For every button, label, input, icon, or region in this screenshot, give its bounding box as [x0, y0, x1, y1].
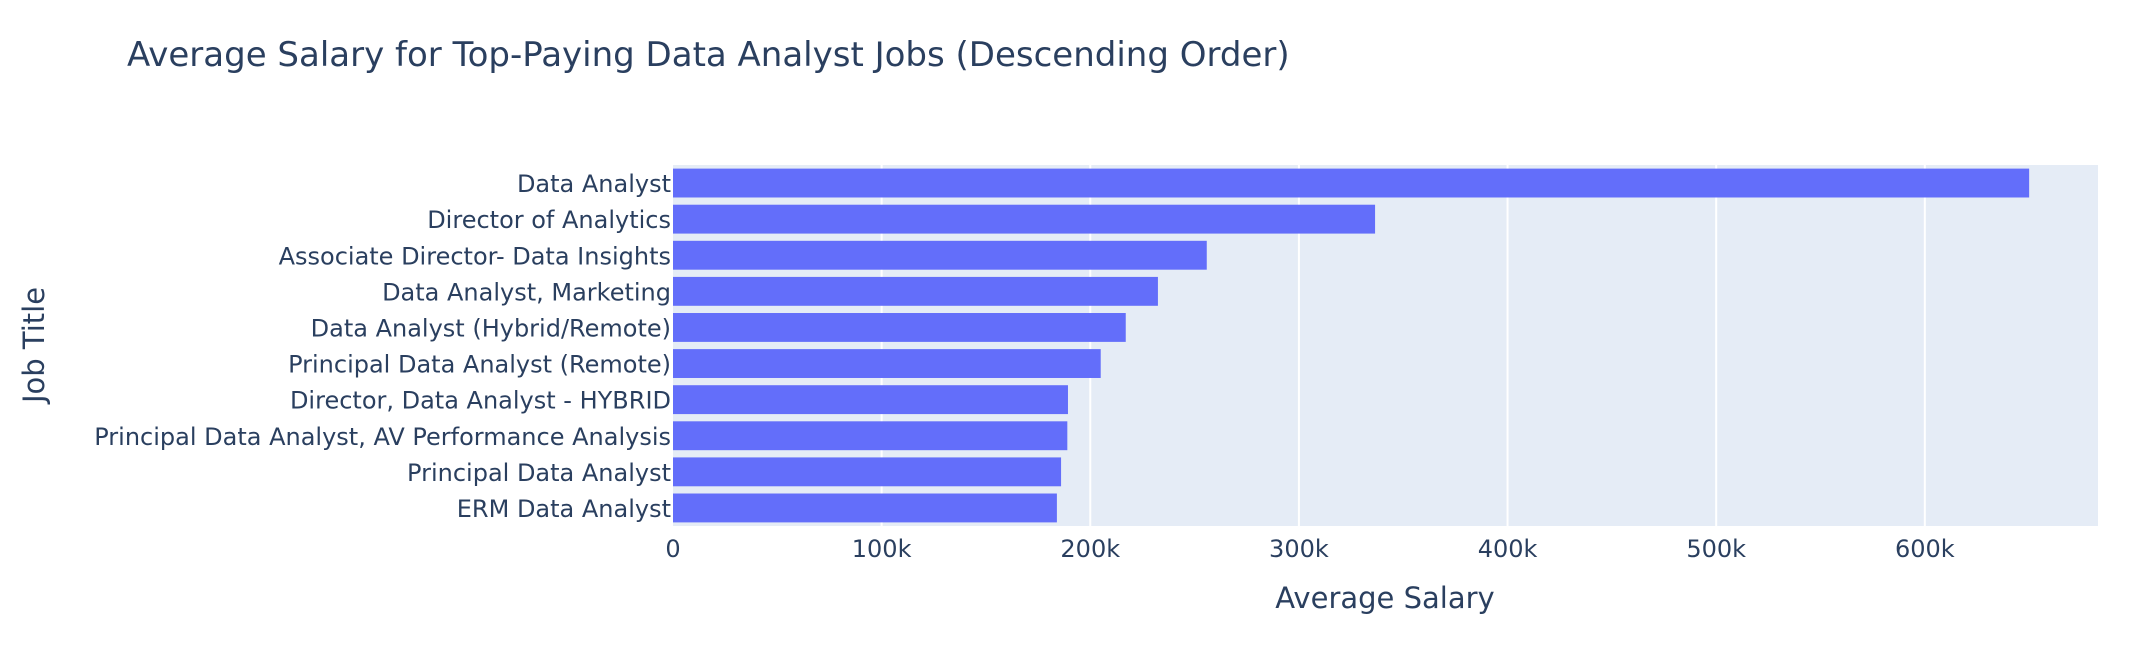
- bar: [673, 421, 1068, 451]
- x-tick-label: 500k: [1686, 535, 1746, 563]
- y-tick-label: Associate Director- Data Insights: [279, 242, 671, 270]
- y-tick-label: Data Analyst, Marketing: [382, 278, 671, 306]
- x-tick-label: 600k: [1895, 535, 1955, 563]
- x-axis-tick-labels: 0 100k 200k 300k 400k 500k 600k: [665, 535, 1954, 563]
- bar: [673, 240, 1207, 270]
- y-tick-label: ERM Data Analyst: [457, 495, 671, 523]
- x-tick-label: 0: [665, 535, 680, 563]
- x-tick-label: 400k: [1478, 535, 1538, 563]
- x-axis-title: Average Salary: [1275, 581, 1494, 615]
- y-tick-label: Data Analyst (Hybrid/Remote): [311, 314, 671, 342]
- y-axis-title: Job Title: [17, 287, 51, 405]
- y-tick-label: Director of Analytics: [427, 206, 671, 234]
- bars: [673, 168, 2030, 523]
- y-tick-label: Principal Data Analyst (Remote): [288, 351, 671, 379]
- y-tick-label: Data Analyst: [517, 170, 671, 198]
- bar: [673, 204, 1376, 234]
- bar: [673, 349, 1101, 378]
- chart-title: Average Salary for Top-Paying Data Analy…: [127, 35, 1290, 75]
- y-tick-label: Director, Data Analyst - HYBRID: [290, 387, 671, 415]
- y-axis-tick-labels: Data Analyst Director of Analytics Associa…: [94, 170, 671, 523]
- bar: [673, 385, 1068, 415]
- x-tick-label: 200k: [1060, 535, 1120, 563]
- bar: [673, 276, 1158, 306]
- bar: [673, 457, 1062, 487]
- y-tick-label: Principal Data Analyst: [407, 459, 671, 487]
- x-tick-label: 300k: [1269, 535, 1329, 563]
- bar: [673, 168, 2030, 198]
- y-tick-label: Principal Data Analyst, AV Performance A…: [94, 423, 671, 451]
- bar: [673, 493, 1057, 523]
- bar: [673, 313, 1126, 342]
- x-tick-label: 100k: [852, 535, 912, 563]
